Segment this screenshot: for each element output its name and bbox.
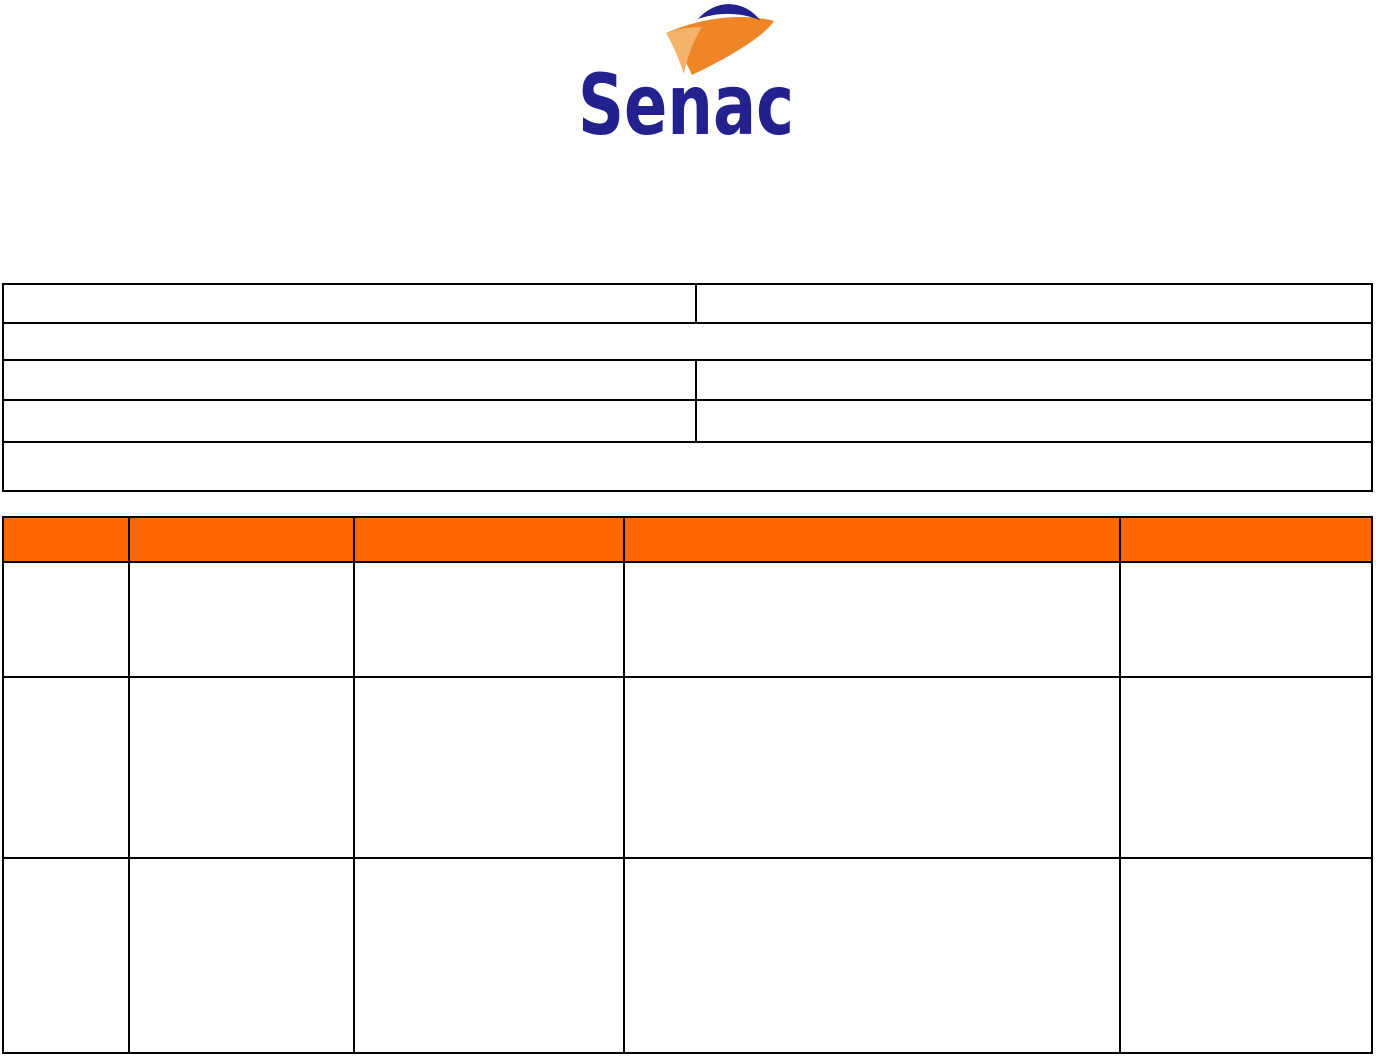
info-cell-r4c1	[2, 399, 697, 443]
schedule-cell-r3c4	[623, 857, 1121, 1054]
schedule-body-row-2	[2, 676, 1373, 859]
schedule-cell-r1c3	[353, 561, 625, 678]
logo-kite-light-shape	[666, 27, 702, 74]
schedule-table	[2, 516, 1373, 1054]
schedule-cell-r3c5	[1119, 857, 1373, 1054]
info-table-row-5	[2, 441, 1373, 492]
info-cell-r2c1	[2, 322, 1373, 361]
logo-wordmark: Senac	[578, 56, 794, 145]
schedule-header-cell-2	[128, 516, 355, 563]
schedule-cell-r2c5	[1119, 676, 1373, 859]
schedule-body-row-1	[2, 561, 1373, 678]
schedule-cell-r2c3	[353, 676, 625, 859]
schedule-cell-r3c1	[2, 857, 130, 1054]
info-table-row-1	[2, 283, 1373, 324]
info-cell-r1c2	[695, 283, 1373, 324]
schedule-cell-r1c5	[1119, 561, 1373, 678]
info-cell-r3c1	[2, 359, 697, 401]
schedule-header-cell-5	[1119, 516, 1373, 563]
schedule-cell-r2c1	[2, 676, 130, 859]
schedule-cell-r1c4	[623, 561, 1121, 678]
schedule-body-row-3	[2, 857, 1373, 1054]
info-cell-r3c2	[695, 359, 1373, 401]
info-table-row-3	[2, 359, 1373, 401]
info-table	[2, 283, 1373, 492]
schedule-header-cell-4	[623, 516, 1121, 563]
schedule-cell-r1c2	[128, 561, 355, 678]
schedule-cell-r3c3	[353, 857, 625, 1054]
schedule-cell-r2c4	[623, 676, 1121, 859]
senac-logo: Senac	[578, 0, 795, 145]
info-table-row-2	[2, 322, 1373, 361]
schedule-header-row	[2, 516, 1373, 563]
logo-kite-blue-shape	[698, 4, 760, 20]
info-cell-r1c1	[2, 283, 697, 324]
schedule-cell-r3c2	[128, 857, 355, 1054]
info-cell-r4c2	[695, 399, 1373, 443]
info-cell-r5c1	[2, 441, 1373, 492]
schedule-cell-r2c2	[128, 676, 355, 859]
schedule-cell-r1c1	[2, 561, 130, 678]
schedule-header-cell-3	[353, 516, 625, 563]
info-table-row-4	[2, 399, 1373, 443]
schedule-header-cell-1	[2, 516, 130, 563]
senac-logo-image: Senac	[578, 4, 794, 145]
